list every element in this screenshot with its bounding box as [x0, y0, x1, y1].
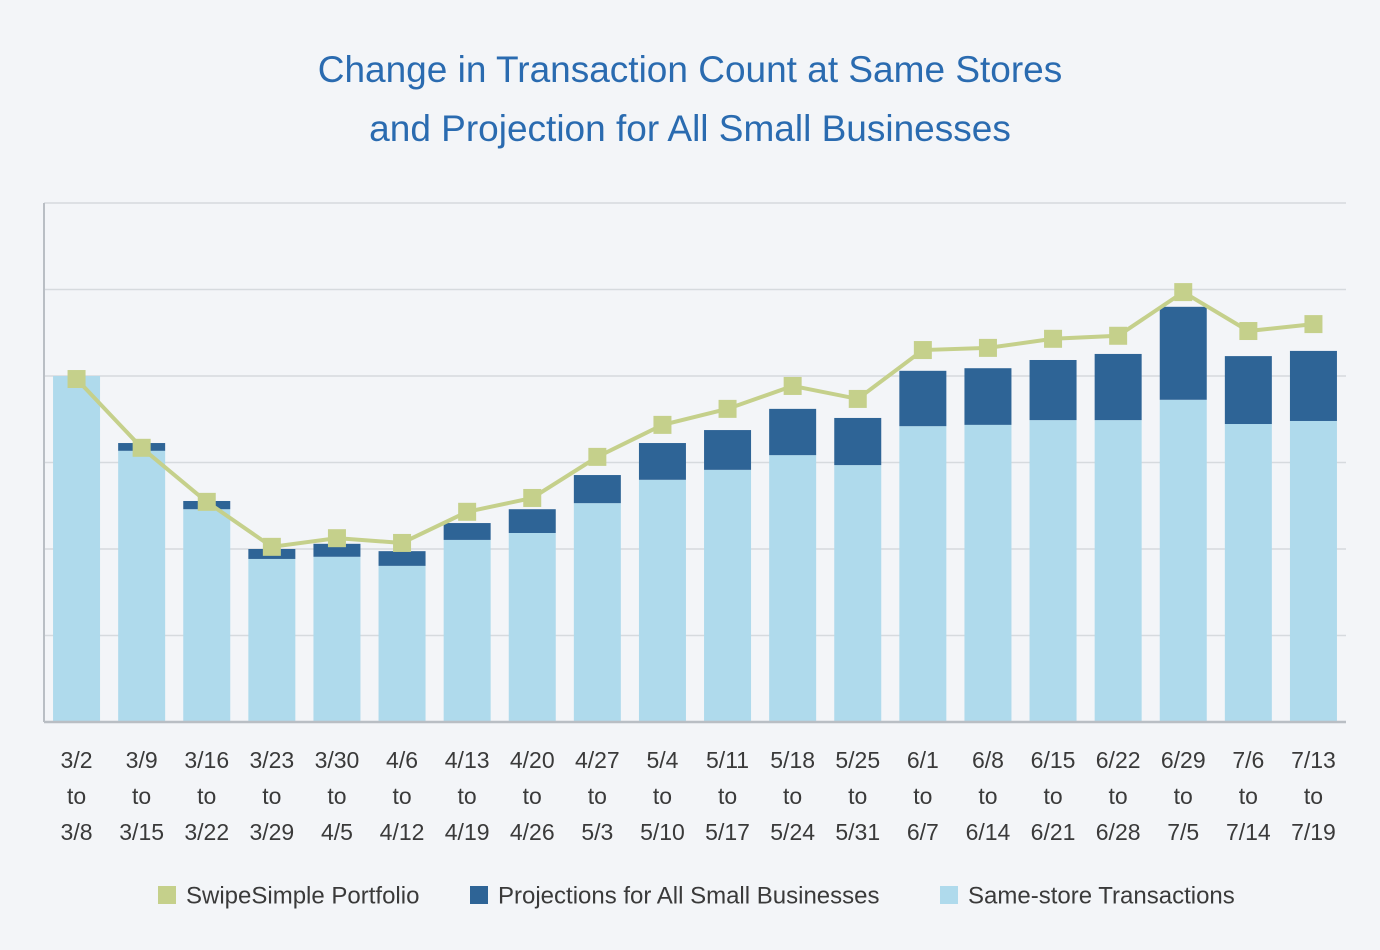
line	[75, 289, 1314, 549]
bar	[378, 565, 426, 722]
x-tick-label: 3/23 to 3/29	[249, 747, 294, 845]
line-marker	[132, 438, 151, 457]
bar	[1029, 359, 1077, 421]
x-tick-label: 3/2 to 3/8	[61, 747, 93, 845]
bar	[834, 417, 882, 466]
bar	[704, 430, 752, 470]
x-tick-label: 6/8 to 6/14	[966, 747, 1011, 845]
bar	[53, 376, 101, 722]
x-tick-label: 7/6 to 7/14	[1226, 747, 1271, 845]
legend-marker	[158, 886, 176, 904]
x-tick-label: 4/27 to 5/3	[575, 747, 620, 845]
line-marker	[848, 389, 867, 408]
x-tick-label: 6/29 to 7/5	[1161, 747, 1206, 845]
bar	[704, 469, 752, 722]
bar	[899, 370, 947, 427]
bar	[1159, 306, 1207, 400]
line-marker	[588, 447, 607, 466]
bar	[834, 465, 882, 722]
bar	[183, 509, 231, 722]
x-tick-label: 6/15 to 6/21	[1031, 747, 1076, 845]
legend-label: SwipeSimple Portfolio	[186, 882, 419, 909]
x-tick-label: 5/11 to 5/17	[705, 747, 750, 845]
bar	[1094, 353, 1142, 421]
line-marker	[718, 399, 737, 418]
bar	[313, 556, 361, 722]
bar	[313, 543, 361, 557]
line-marker	[393, 533, 412, 552]
line-marker	[913, 341, 932, 360]
bar	[508, 532, 556, 722]
legend-marker	[470, 886, 488, 904]
bar	[378, 551, 426, 566]
line-marker	[67, 370, 86, 389]
chart-title: Change in Transaction Count at Same Stor…	[318, 49, 1063, 90]
bar	[1159, 399, 1207, 722]
bar	[769, 408, 817, 456]
x-tick-label: 6/22 to 6/28	[1096, 747, 1141, 845]
line-marker	[783, 376, 802, 395]
bar	[573, 503, 621, 722]
chart-title: and Projection for All Small Businesses	[369, 108, 1011, 149]
line-marker	[1109, 326, 1128, 345]
bar	[443, 523, 491, 540]
bar	[1029, 420, 1077, 722]
legend-label: Same-store Transactions	[968, 882, 1235, 909]
bar	[1289, 420, 1337, 722]
legend-label: Projections for All Small Businesses	[498, 882, 880, 909]
line-marker	[653, 415, 672, 434]
x-tick-label: 4/6 to 4/12	[380, 747, 425, 845]
bar	[899, 426, 947, 722]
legend-marker	[940, 886, 958, 904]
line-marker	[458, 502, 477, 521]
line-marker	[1304, 315, 1323, 334]
x-tick-label: 5/4 to 5/10	[640, 747, 685, 845]
bar	[1094, 420, 1142, 722]
line-marker	[262, 537, 281, 556]
bar	[248, 558, 296, 722]
x-tick-label: 3/30 to 4/5	[315, 747, 360, 845]
x-tick-label: 5/18 to 5/24	[770, 747, 815, 845]
bar	[443, 539, 491, 722]
x-tick-label: 3/16 to 3/22	[184, 747, 229, 845]
bar	[1224, 356, 1272, 425]
x-tick-label: 4/13 to 4/19	[445, 747, 490, 845]
bar	[118, 450, 166, 722]
x-tick-label: 6/1 to 6/7	[907, 747, 939, 845]
bar	[638, 443, 686, 480]
line-marker	[1174, 283, 1193, 302]
bar	[964, 424, 1012, 722]
bar	[508, 509, 556, 533]
bar	[964, 368, 1012, 425]
bar	[769, 455, 817, 722]
bar	[638, 479, 686, 722]
line-marker	[197, 492, 216, 511]
x-tick-label: 3/9 to 3/15	[119, 747, 164, 845]
x-tick-label: 5/25 to 5/31	[835, 747, 880, 845]
x-tick-label: 4/20 to 4/26	[510, 747, 555, 845]
x-tick-label: 7/13 to 7/19	[1291, 747, 1336, 845]
line-marker	[523, 488, 542, 507]
line-marker	[1044, 329, 1063, 348]
bar	[1289, 350, 1337, 421]
line-marker	[1239, 322, 1258, 341]
bar	[573, 475, 621, 504]
bar	[1224, 424, 1272, 722]
line-marker	[327, 529, 346, 548]
line-marker	[978, 338, 997, 357]
